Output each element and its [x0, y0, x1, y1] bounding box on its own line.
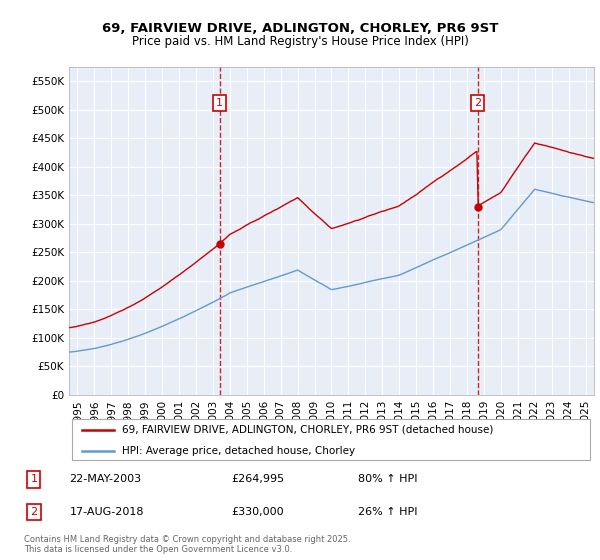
- Text: Price paid vs. HM Land Registry's House Price Index (HPI): Price paid vs. HM Land Registry's House …: [131, 35, 469, 48]
- Text: £264,995: £264,995: [231, 474, 284, 484]
- Text: 22-MAY-2003: 22-MAY-2003: [70, 474, 142, 484]
- Text: 2: 2: [31, 507, 37, 517]
- Text: 17-AUG-2018: 17-AUG-2018: [70, 507, 144, 517]
- Text: HPI: Average price, detached house, Chorley: HPI: Average price, detached house, Chor…: [121, 446, 355, 456]
- FancyBboxPatch shape: [71, 419, 590, 460]
- Text: 80% ↑ HPI: 80% ↑ HPI: [358, 474, 417, 484]
- Text: 26% ↑ HPI: 26% ↑ HPI: [358, 507, 417, 517]
- Text: £330,000: £330,000: [231, 507, 284, 517]
- Text: 69, FAIRVIEW DRIVE, ADLINGTON, CHORLEY, PR6 9ST (detached house): 69, FAIRVIEW DRIVE, ADLINGTON, CHORLEY, …: [121, 424, 493, 435]
- Text: 1: 1: [31, 474, 37, 484]
- Text: 1: 1: [216, 98, 223, 108]
- Text: 69, FAIRVIEW DRIVE, ADLINGTON, CHORLEY, PR6 9ST: 69, FAIRVIEW DRIVE, ADLINGTON, CHORLEY, …: [102, 22, 498, 35]
- Text: 2: 2: [474, 98, 481, 108]
- Text: Contains HM Land Registry data © Crown copyright and database right 2025.
This d: Contains HM Land Registry data © Crown c…: [24, 535, 350, 554]
